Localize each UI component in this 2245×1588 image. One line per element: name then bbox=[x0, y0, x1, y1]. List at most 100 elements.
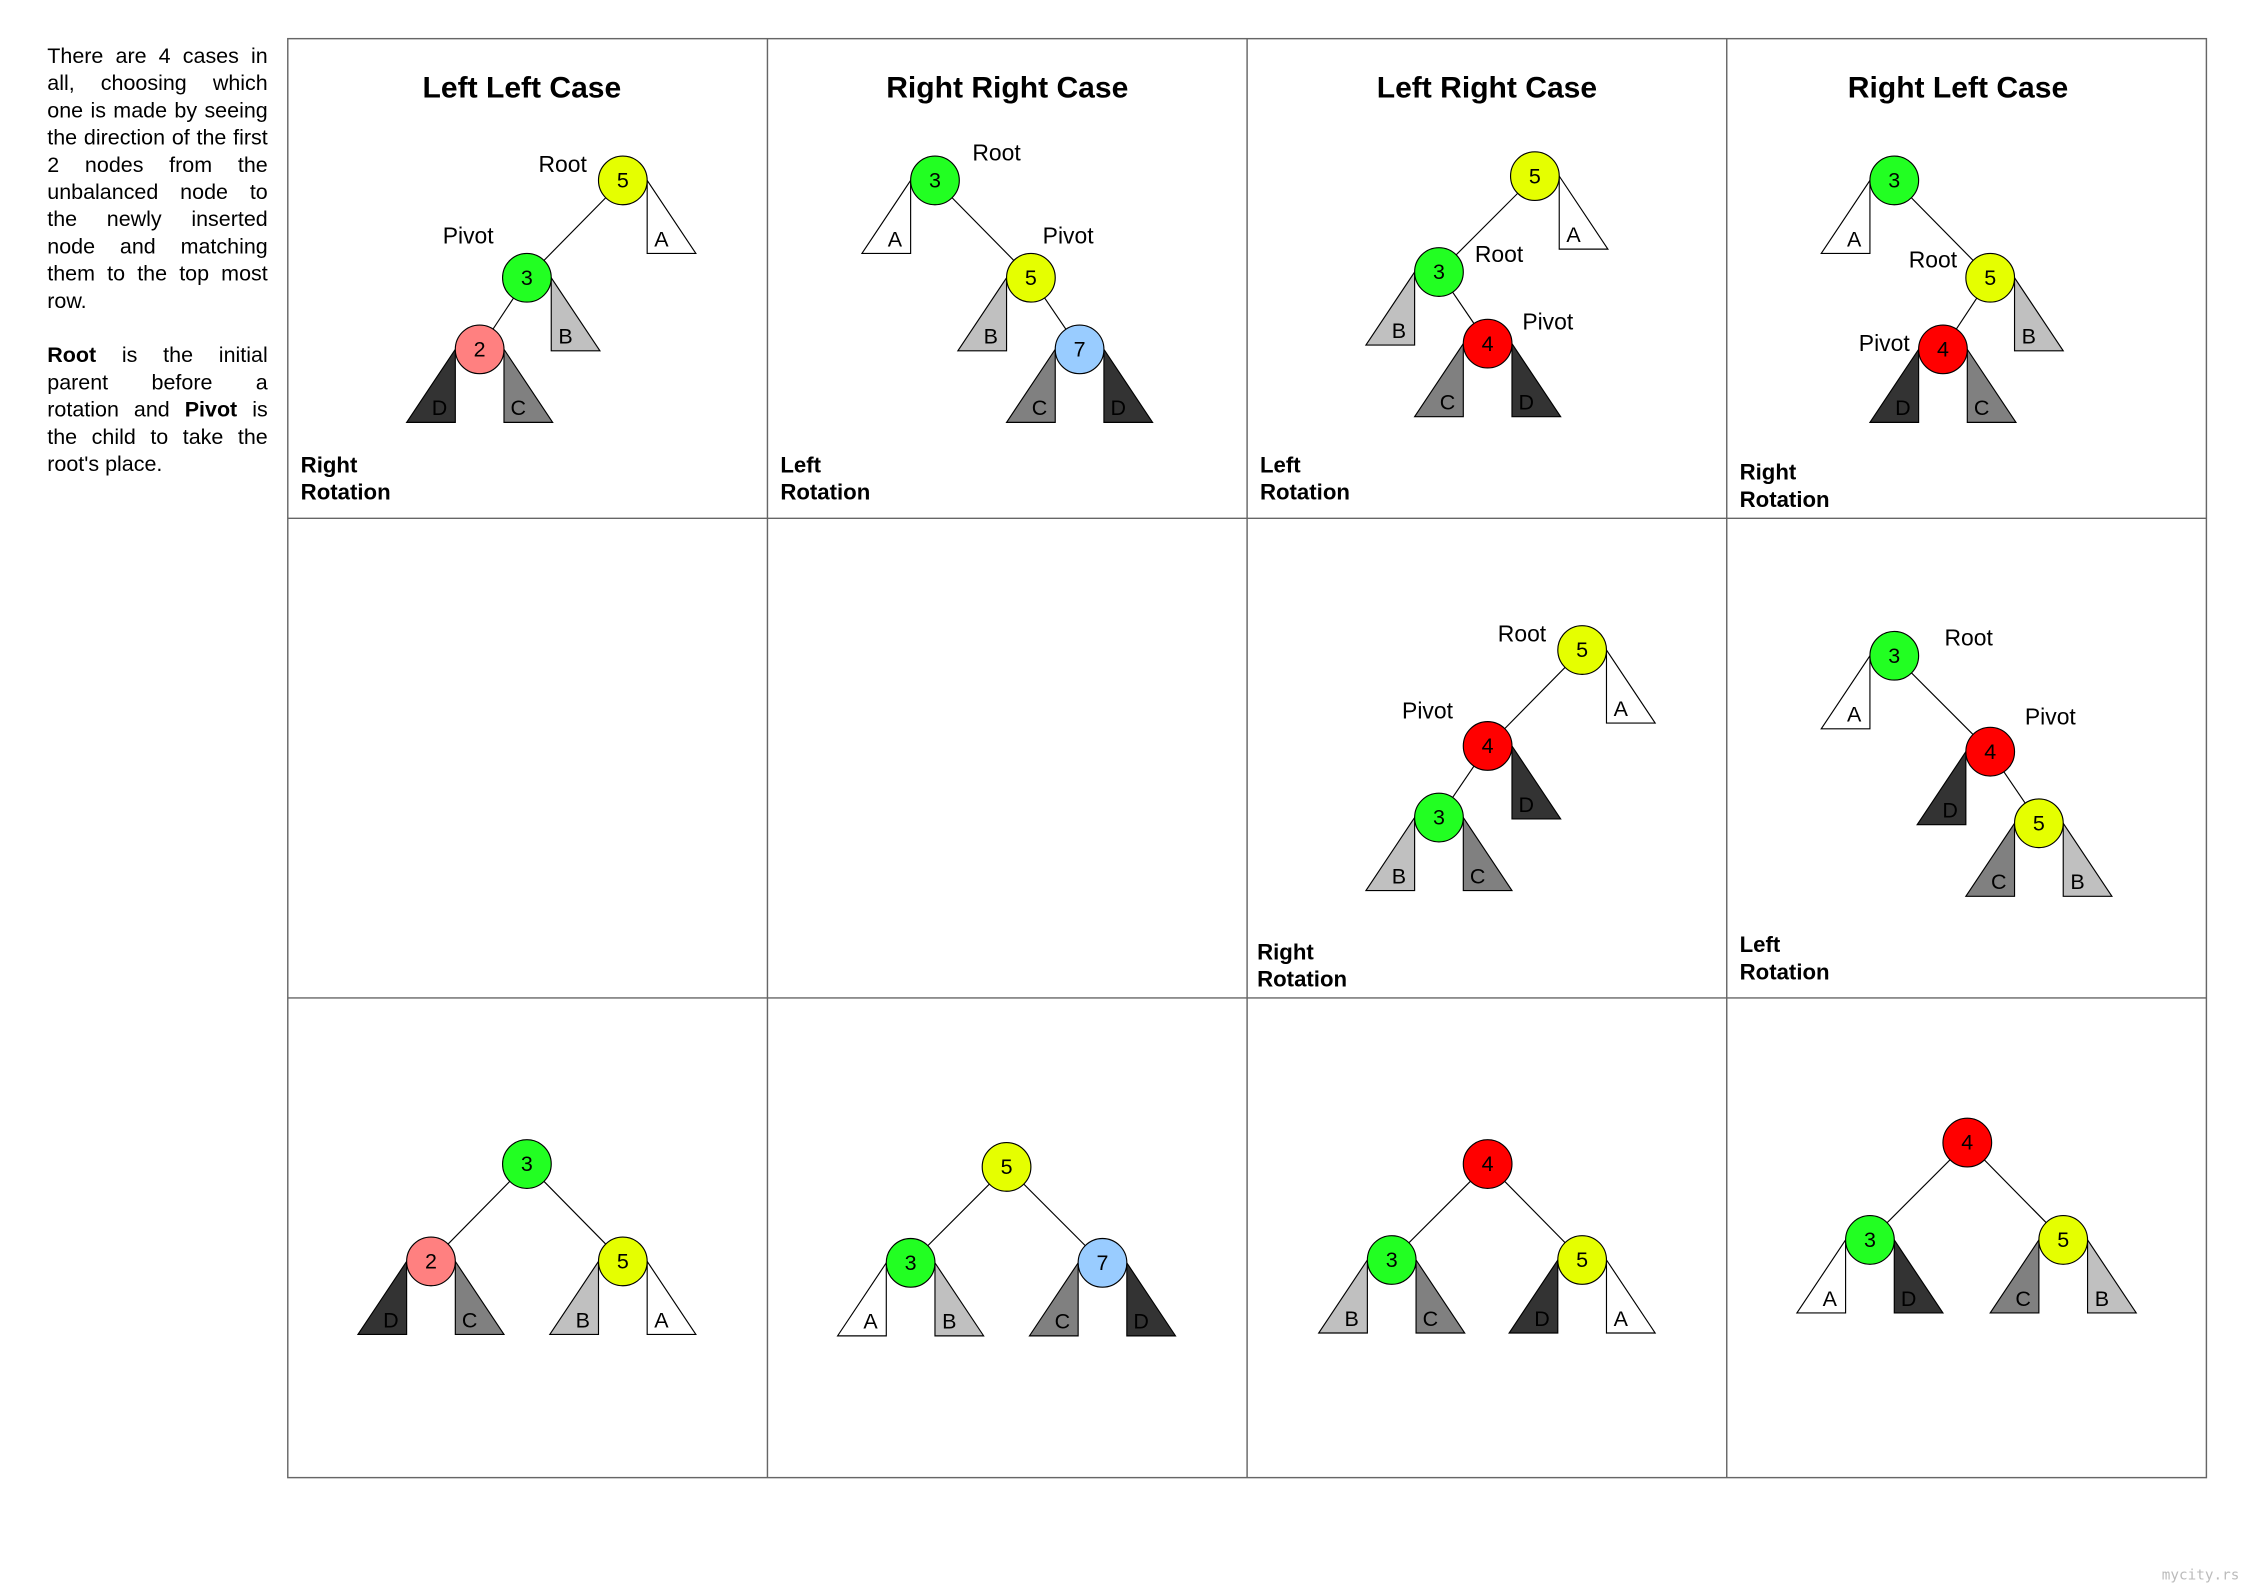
node-value: 4 bbox=[1482, 1152, 1494, 1176]
subtree-c bbox=[503, 347, 554, 423]
subtree-label: A bbox=[1566, 223, 1581, 247]
node-value: 5 bbox=[1576, 638, 1588, 662]
tree-node-3 bbox=[1366, 1235, 1417, 1285]
tree-node-4 bbox=[1462, 318, 1513, 369]
node-value: 3 bbox=[521, 1152, 533, 1176]
subtree-c bbox=[1462, 815, 1514, 892]
column-title: Left Left Case bbox=[423, 71, 622, 104]
node-value: 3 bbox=[1888, 169, 1900, 193]
column-title: Right Left Case bbox=[1848, 71, 2068, 104]
tree-node-5 bbox=[1965, 252, 2016, 303]
intro-paragraph-1: There are 4 cases in all, choosing which… bbox=[47, 44, 268, 314]
tree-node-5 bbox=[1557, 625, 1608, 675]
subtree-d bbox=[405, 347, 456, 423]
subtree-label: C bbox=[511, 396, 527, 420]
node-value: 4 bbox=[1482, 734, 1494, 758]
subtree-b bbox=[956, 275, 1008, 352]
root-label: Root bbox=[539, 151, 588, 177]
tree-node-7 bbox=[1077, 1237, 1128, 1288]
subtree-label: D bbox=[383, 1308, 399, 1332]
subtree-b bbox=[1364, 815, 1416, 892]
node-value: 3 bbox=[521, 266, 533, 290]
subtree-a bbox=[646, 178, 697, 255]
subtree-d bbox=[356, 1259, 408, 1336]
tree-node-2 bbox=[406, 1236, 456, 1287]
pivot-label: Pivot bbox=[2025, 703, 2077, 729]
subtree-label: D bbox=[1110, 396, 1126, 420]
intro-text: There are 4 cases in all, choosing which… bbox=[47, 43, 267, 505]
subtree-label: C bbox=[462, 1308, 478, 1332]
subtree-label: D bbox=[1901, 1287, 1917, 1311]
subtree-label: A bbox=[1823, 1287, 1838, 1311]
root-label: Root bbox=[1945, 625, 1994, 651]
rotation-label: Right bbox=[1740, 460, 1797, 485]
rotation-label: Left bbox=[1740, 932, 1781, 957]
subtree-b bbox=[2062, 821, 2113, 897]
node-value: 2 bbox=[425, 1250, 437, 1274]
node-value: 3 bbox=[1386, 1248, 1398, 1272]
rotation-label: Rotation bbox=[780, 480, 870, 505]
subtree-label: D bbox=[1942, 799, 1958, 823]
tree-node-4 bbox=[1942, 1117, 1993, 1168]
node-value: 3 bbox=[905, 1251, 917, 1275]
subtree-label: B bbox=[2022, 325, 2036, 349]
root-term: Root bbox=[47, 343, 97, 368]
subtree-label: A bbox=[654, 1308, 669, 1332]
subtree-label: B bbox=[984, 325, 998, 349]
subtree-a bbox=[1605, 648, 1657, 724]
tree-node-4 bbox=[1462, 1139, 1513, 1189]
intro-text-a: is the initial parent before a rotation … bbox=[47, 343, 268, 423]
subtree-label: A bbox=[863, 1310, 878, 1334]
intro-paragraph-2: Root is the initial parent before a rota… bbox=[47, 342, 267, 478]
subtree-b bbox=[548, 1259, 600, 1336]
node-value: 4 bbox=[1984, 740, 1996, 764]
node-value: 4 bbox=[1482, 332, 1494, 356]
subtree-b bbox=[550, 275, 601, 352]
subtree-b bbox=[1364, 270, 1416, 346]
tree-node-3 bbox=[501, 252, 552, 303]
rotation-label: Right bbox=[301, 452, 358, 477]
pivot-label: Pivot bbox=[443, 222, 495, 248]
subtree-c bbox=[1028, 1260, 1079, 1337]
node-value: 5 bbox=[1529, 164, 1541, 188]
subtree-d bbox=[1916, 749, 1967, 826]
node-value: 7 bbox=[1097, 1251, 1109, 1275]
subtree-label: D bbox=[432, 396, 448, 420]
subtree-label: D bbox=[1519, 390, 1535, 414]
subtree-label: C bbox=[1974, 396, 1990, 420]
subtree-c bbox=[1005, 347, 1056, 423]
subtree-b bbox=[2013, 275, 2065, 352]
tree-node-5 bbox=[981, 1142, 1032, 1192]
subtree-a bbox=[646, 1259, 697, 1336]
node-value: 4 bbox=[1961, 1131, 1973, 1155]
tree-node-3 bbox=[1845, 1215, 1895, 1265]
rotation-label: Rotation bbox=[1260, 480, 1350, 505]
node-value: 4 bbox=[1937, 338, 1949, 362]
subtree-d bbox=[1103, 347, 1154, 423]
subtree-d bbox=[1511, 341, 1562, 418]
subtree-d bbox=[1893, 1238, 1945, 1314]
node-value: 2 bbox=[474, 338, 486, 362]
subtree-label: D bbox=[1534, 1307, 1550, 1331]
subtree-label: C bbox=[1055, 1310, 1071, 1334]
root-label: Root bbox=[1498, 620, 1547, 646]
subtree-a bbox=[1795, 1238, 1847, 1314]
node-value: 5 bbox=[617, 169, 629, 193]
subtree-label: C bbox=[1991, 870, 2007, 894]
node-value: 3 bbox=[1864, 1228, 1876, 1252]
subtree-label: A bbox=[1614, 1307, 1629, 1331]
subtree-label: C bbox=[1470, 864, 1486, 888]
root-label: Root bbox=[1475, 241, 1524, 267]
rotation-label: Right bbox=[1257, 939, 1314, 964]
subtree-d bbox=[1126, 1260, 1177, 1337]
subtree-label: B bbox=[1344, 1307, 1358, 1331]
rotation-label: Rotation bbox=[1257, 967, 1347, 992]
subtree-label: C bbox=[1440, 390, 1456, 414]
subtree-label: A bbox=[888, 227, 903, 251]
subtree-b bbox=[1317, 1258, 1368, 1334]
subtree-d bbox=[1511, 744, 1562, 820]
node-value: 3 bbox=[1433, 260, 1445, 284]
subtree-label: A bbox=[1847, 227, 1862, 251]
subtree-label: B bbox=[2095, 1287, 2109, 1311]
tree-node-3 bbox=[885, 1237, 936, 1288]
